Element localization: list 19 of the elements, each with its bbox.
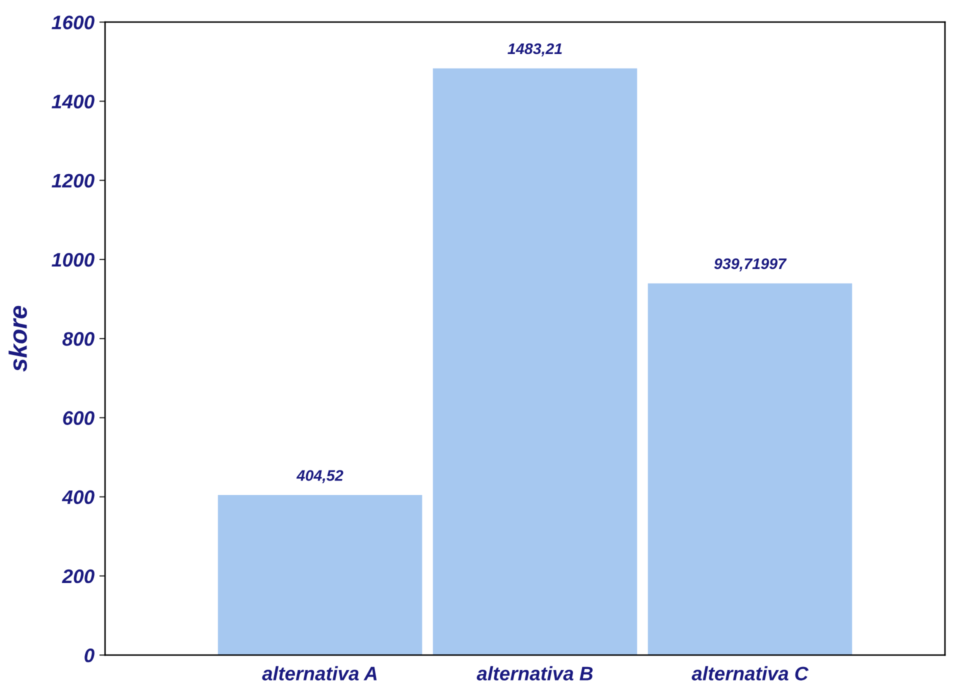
bar (648, 283, 852, 656)
data-label: 939,71997 (714, 258, 787, 272)
bar (432, 68, 638, 656)
y-tick-label: 200 (62, 569, 94, 584)
data-label: 404,52 (296, 470, 344, 484)
x-tick-label: alternativa A (262, 666, 377, 680)
y-tick-label: 1200 (52, 174, 94, 188)
y-axis-title: skore (8, 306, 27, 372)
data-label: 1483,21 (508, 43, 562, 56)
bar (218, 495, 422, 656)
y-tick-label: 1600 (52, 16, 94, 30)
y-tick-label: 400 (62, 490, 94, 504)
x-tick-label: alternativa B (476, 666, 593, 680)
y-tick-label: 1000 (52, 252, 94, 267)
y-tick-label: 600 (63, 411, 94, 425)
y-tick-label: 0 (84, 648, 94, 662)
y-tick-label: 800 (62, 332, 94, 346)
y-tick-label: 1400 (52, 94, 94, 108)
x-tick-label: alternativa C (692, 666, 809, 680)
